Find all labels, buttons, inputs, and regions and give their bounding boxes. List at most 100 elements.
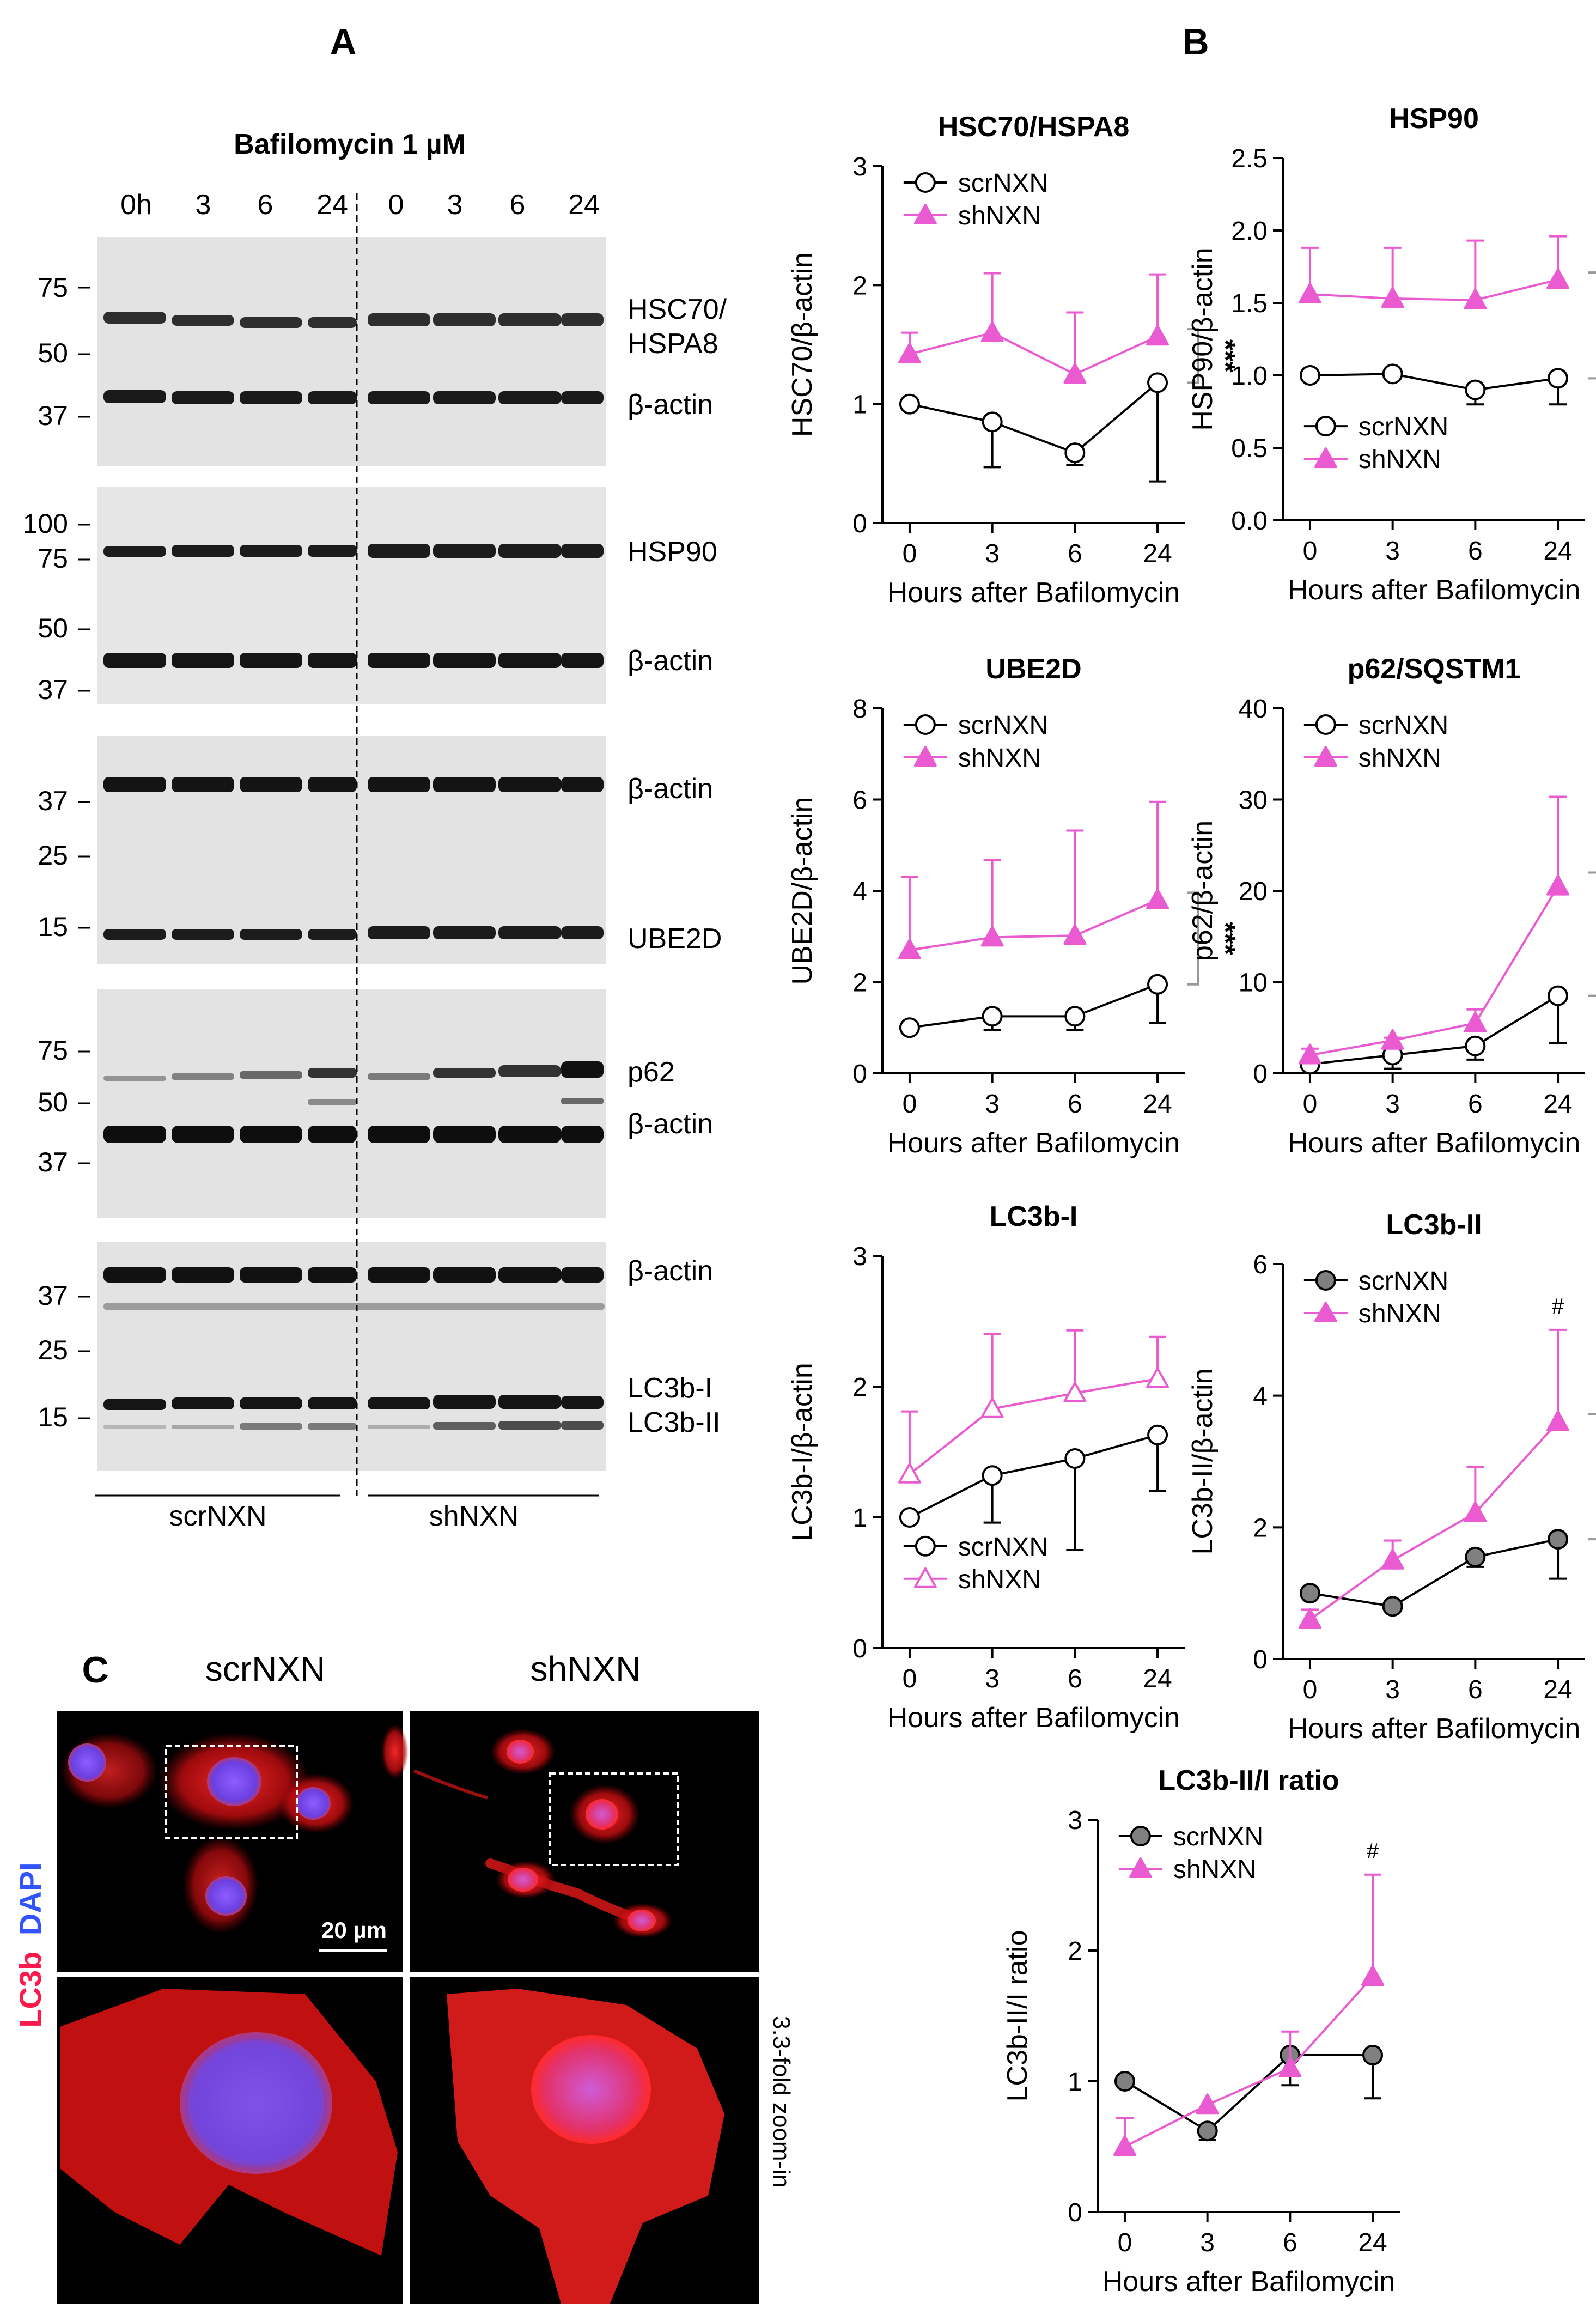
series-line [1309,278,1558,301]
band-label: HSC70/ [628,294,727,325]
y-tick-label: 0 [1068,2198,1082,2227]
data-point [1315,1270,1336,1291]
marker-label: 37 [38,400,68,431]
data-point [915,714,936,735]
zoom-label-wrap: 3.3-fold zoom-in [768,2016,795,2188]
sig-bracket [1588,871,1596,997]
chart-1: HSP90 0.0 0.5 1.0 1.5 2.0 2.5 0 3 6 24 Hours after … [1187,103,1596,606]
chart-title: HSC70/HSPA8 [938,111,1130,143]
data-point [980,1397,1004,1418]
x-axis-label: Hours after Bafilomycin [1102,2266,1396,2298]
data-point [899,1507,920,1528]
y-axis-label: p62/β-actin [1187,821,1219,961]
band-label: p62 [628,1056,675,1088]
y-tick-label: 4 [1253,1382,1268,1411]
x-axis-label: Hours after Bafilomycin [1288,574,1581,606]
lane-labels: 0h 3 6 24 0 3 6 24 [120,189,600,221]
series-line [1309,885,1559,1056]
scale-bar-label: 20 µm [321,1917,387,1943]
hash-marker: # [1367,1839,1379,1863]
micrograph-scrnxn-zoom [57,1977,403,2304]
group-label-scrnxn: scrNXN [169,1500,266,1532]
x-tick-label: 0 [1303,1090,1318,1119]
blot-panel-hsc70: 75 50 37 HSC70/ HSPA8 β-actin [38,237,727,466]
data-point [915,172,936,193]
data-point [899,393,920,415]
series-line [1309,1421,1559,1621]
data-point [1548,1529,1569,1550]
marker-label: 100 [23,508,68,539]
y-tick-label: 2 [1253,1514,1268,1542]
x-axis-label: Hours after Bafilomycin [887,1702,1180,1734]
data-point [1299,365,1320,386]
data-point [898,938,921,959]
data-point [1464,1501,1487,1522]
band-label: HSP90 [628,536,717,568]
series-line [909,1377,1158,1475]
data-point [1362,2045,1384,2065]
data-point [1298,283,1321,304]
x-tick-label: 24 [1543,537,1572,566]
y-tick-label: 4 [852,877,867,906]
y-tick-label: 3 [1068,1806,1082,1835]
series-scrNXN [1299,363,1569,406]
lane-label: 6 [510,189,526,221]
y-axis-label: LC3b-I/β-actin [787,1363,818,1541]
data-point [1382,1596,1403,1617]
x-tick-label: 6 [1068,1090,1082,1119]
data-point [1465,1035,1486,1056]
y-tick-label: 0 [1253,1645,1268,1674]
data-point [1147,974,1168,995]
series-shNXN [1298,795,1570,1065]
micrograph-shnxn-zoom [410,1977,759,2304]
sig-marker: *** [1209,339,1241,373]
dapi-label: DAPI [13,1862,47,1935]
band-label: β-actin [628,773,713,805]
y-tick-label: 30 [1239,786,1268,815]
marker-label: 37 [38,675,68,705]
y-tick-label: 3 [852,153,867,181]
x-tick-label: 3 [1385,1090,1400,1119]
data-point [1146,1367,1169,1388]
x-axis-label: Hours after Bafilomycin [1288,1713,1581,1745]
legend-label: scrNXN [1359,412,1448,441]
y-axis-label: HSC70/β-actin [787,252,818,437]
lane-label: 3 [196,189,211,221]
series-scrNXN [1299,985,1569,1075]
data-point [1464,288,1487,309]
lc3b-label: LC3b [13,1952,47,2028]
chart-title: LC3b-II/I ratio [1158,1765,1339,1796]
blot-membrane [97,237,606,466]
legend-label: scrNXN [1359,711,1448,740]
x-tick-label: 24 [1143,1090,1172,1119]
data-point [1064,1448,1086,1469]
sig-bracket [1187,328,1199,384]
data-point [1546,268,1570,289]
marker-label: 50 [38,338,68,368]
micrograph-shnxn-overview [410,1711,759,1972]
marker-label: 75 [38,543,68,574]
x-tick-label: 0 [1303,1675,1318,1704]
series-scrNXN [1114,2045,1384,2142]
series-shNXN [1298,1328,1570,1629]
y-tick-label: 1.5 [1231,289,1268,318]
band-label: LC3b-I [628,1372,712,1404]
x-tick-label: 24 [1143,539,1172,568]
data-point [1361,1965,1385,1986]
x-tick-label: 3 [985,1090,1000,1119]
data-point [1465,379,1486,400]
data-point [1314,1302,1337,1322]
y-tick-label: 1 [852,391,867,420]
y-tick-label: 0 [1253,1060,1268,1089]
y-tick-label: 0.0 [1231,507,1268,536]
y-tick-label: 1 [1068,2068,1082,2097]
chart-4: LC3b-I 0 1 2 3 0 3 6 24 Hours after Bafilomycin LC… [787,1201,1185,1734]
sig-bracket [1588,271,1596,380]
data-point [1197,2120,1218,2142]
band-label: β-actin [628,1255,713,1287]
data-point [1381,1548,1404,1570]
x-tick-label: 3 [1385,537,1400,566]
series-scrNXN [899,1424,1168,1551]
x-tick-label: 0 [1303,537,1318,566]
